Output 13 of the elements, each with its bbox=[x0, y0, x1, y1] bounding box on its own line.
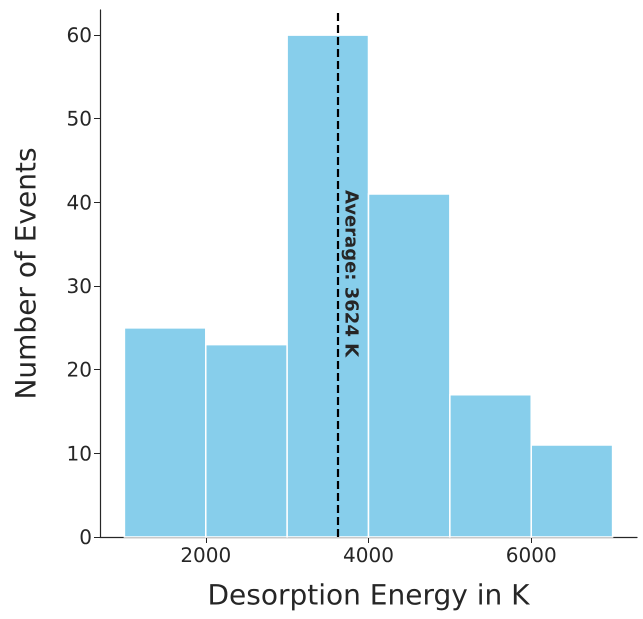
y-tick-label: 20 bbox=[66, 358, 92, 382]
y-tick-label: 60 bbox=[66, 23, 92, 48]
y-axis-title: Number of Events bbox=[10, 147, 42, 400]
ref-line-label: Average: 3624 K bbox=[340, 190, 362, 358]
x-tick-label: 6000 bbox=[506, 543, 557, 567]
y-tick-label: 10 bbox=[66, 441, 92, 466]
x-axis-title: Desorption Energy in K bbox=[207, 578, 530, 612]
y-tick-label: 30 bbox=[66, 274, 92, 298]
x-tick-label: 2000 bbox=[180, 543, 232, 567]
y-tick-label: 50 bbox=[66, 106, 92, 131]
y-tick-label: 40 bbox=[66, 190, 92, 214]
y-tick-label: 0 bbox=[79, 525, 92, 549]
x-tick-label: 4000 bbox=[343, 543, 394, 567]
